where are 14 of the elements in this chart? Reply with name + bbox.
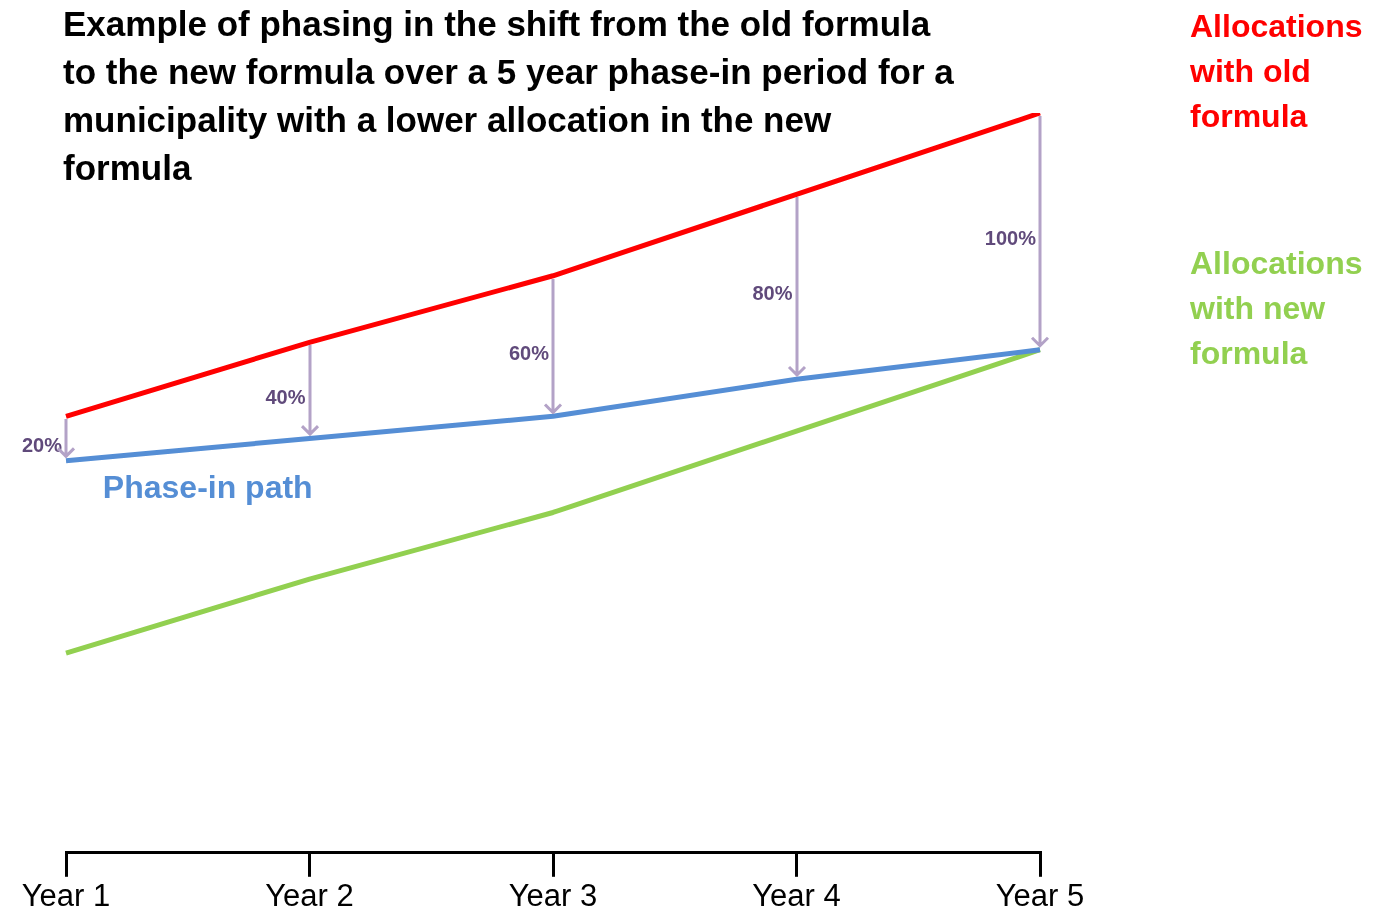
annotation: 60% — [508, 341, 550, 364]
chart-title: Example of phasing in the shift from the old formula to the new formula over a 5 year phase-in period for a municipality with a lower allocation in the new formula — [63, 3, 955, 189]
x-tick-label: Year 5 — [995, 877, 1085, 913]
text: 20% — [21, 434, 63, 457]
x-tick-label: Year 1 — [21, 877, 111, 913]
x-tick-label: Year 2 — [265, 877, 354, 913]
series-label: Phase-in path — [102, 469, 313, 506]
text: Allocations with old formula — [1189, 7, 1363, 134]
annotation: 100% — [984, 226, 1037, 249]
annotation: 40% — [265, 385, 306, 408]
x-tick-label: Year 3 — [508, 877, 598, 913]
annotation: 80% — [752, 282, 793, 305]
x-tick-label: Year 4 — [752, 877, 841, 913]
text: Allocations with new formula — [1189, 244, 1363, 371]
